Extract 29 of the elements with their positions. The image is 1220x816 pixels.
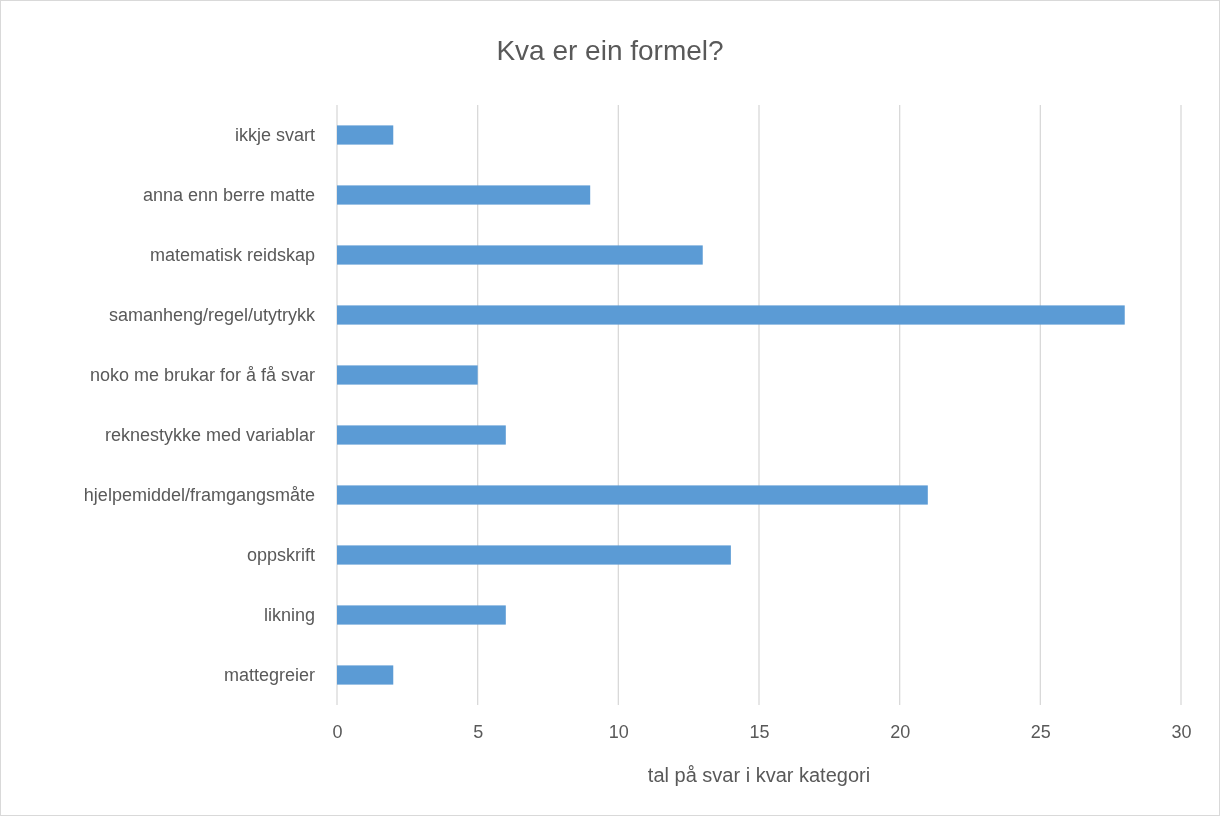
bar xyxy=(337,545,731,565)
x-axis-title: tal på svar i kvar kategori xyxy=(647,764,871,786)
x-tick-label: 30 xyxy=(1171,721,1192,742)
x-tick-label: 5 xyxy=(473,721,484,742)
chart-title: Kva er ein formel? xyxy=(496,35,724,66)
y-tick-label: anna enn berre matte xyxy=(142,184,315,205)
x-tick-label: 0 xyxy=(332,721,343,742)
y-tick-label: samanheng/regel/utytrykk xyxy=(108,304,316,325)
x-tick-label: 15 xyxy=(749,721,770,742)
y-tick-label: ikkje svart xyxy=(234,124,315,145)
bar xyxy=(337,305,1125,325)
bar xyxy=(337,245,703,265)
bar xyxy=(337,665,394,685)
bar xyxy=(337,365,478,385)
y-tick-label: oppskrift xyxy=(246,544,315,565)
bar xyxy=(337,485,928,505)
y-tick-label: noko me brukar for å få svar xyxy=(89,364,315,385)
x-tick-label: 10 xyxy=(608,721,629,742)
bar xyxy=(337,605,506,625)
y-tick-label: reknestykke med variablar xyxy=(104,424,315,445)
bar xyxy=(337,185,591,205)
x-tick-label: 20 xyxy=(890,721,911,742)
x-tick-label: 25 xyxy=(1030,721,1051,742)
bar xyxy=(337,125,394,145)
y-tick-label: likning xyxy=(263,604,315,625)
bar xyxy=(337,425,506,445)
y-tick-label: hjelpemiddel/framgangsmåte xyxy=(83,484,315,505)
y-tick-label: mattegreier xyxy=(223,664,315,685)
y-tick-label: matematisk reidskap xyxy=(149,244,315,265)
